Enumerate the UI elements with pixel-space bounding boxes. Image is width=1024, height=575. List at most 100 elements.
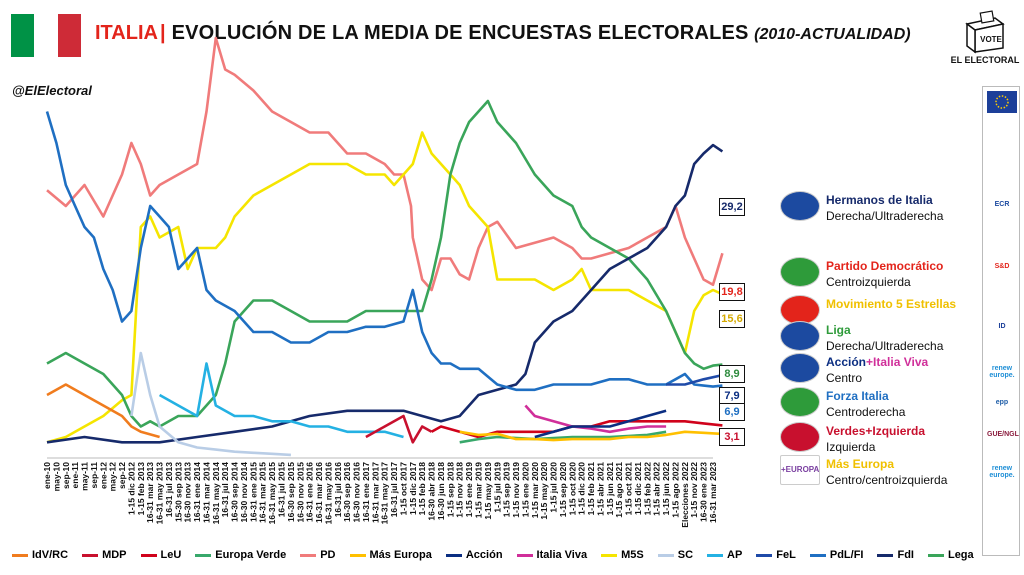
x-tick-label: 1-15 jul 2019 bbox=[492, 462, 502, 513]
x-tick-label: 16-31 jul 2015 bbox=[277, 462, 287, 518]
legend-entry: Italia Viva bbox=[516, 549, 588, 561]
series-line-pd bbox=[46, 36, 724, 292]
x-tick-label: 16-31 jul 2013 bbox=[164, 462, 174, 518]
legend-swatch bbox=[877, 553, 894, 557]
legend-entry: PdL/FI bbox=[809, 549, 864, 561]
legend-entry: Acción bbox=[445, 549, 503, 561]
x-tick-label: may-12 bbox=[108, 462, 118, 492]
x-tick-label: 16-31 mar 2014 bbox=[201, 462, 211, 523]
x-tick-label: 1-15 dic 2012 bbox=[126, 462, 136, 515]
legend-entry: LeU bbox=[140, 549, 181, 561]
x-tick-label: 1-15 feb 2013 bbox=[136, 462, 146, 516]
header: ITALIA | EVOLUCIÓN DE LA MEDIA DE ENCUESTA… bbox=[0, 0, 1024, 78]
flag-red-stripe bbox=[57, 14, 81, 57]
x-axis-ticks: ene-10 may-10 sep-10 ene-11 may-11 sep-11 ene-… bbox=[42, 462, 718, 528]
x-tick-label: ene-11 bbox=[70, 462, 80, 489]
end-value-label: 8,9 bbox=[719, 365, 745, 383]
legend-entry: PD bbox=[300, 549, 336, 561]
eu-group-badge: ID bbox=[998, 323, 1006, 330]
party-name: Movimiento 5 Estrellas bbox=[826, 297, 957, 311]
party-legend-item: Acción+Italia Viva Centro bbox=[826, 355, 928, 385]
party-logo-icon bbox=[780, 191, 820, 221]
party-legend-item: Verdes+Izquierda Izquierda bbox=[826, 424, 925, 454]
eu-group-badge: GUE/NGL bbox=[987, 431, 1019, 438]
end-value-label: 29,2 bbox=[719, 198, 745, 216]
end-value-label: 19,8 bbox=[719, 283, 745, 301]
legend-label: MDP bbox=[102, 549, 127, 561]
title-period: (2010-ACTUALIDAD) bbox=[754, 26, 911, 43]
party-legend-item: Más Europa Centro/centroizquierda bbox=[826, 457, 947, 487]
x-tick-label: 16-31 may 2016 bbox=[323, 462, 333, 525]
party-legend-item: Movimiento 5 Estrellas bbox=[826, 297, 956, 311]
party-name: Verdes+Izquierda bbox=[826, 424, 926, 438]
legend-label: AP bbox=[727, 549, 743, 561]
twitter-handle: @ElElectoral bbox=[12, 83, 92, 98]
x-tick-label: 16-31 mar 2013 bbox=[145, 462, 155, 523]
x-tick-label: 16-31 ene 2017 bbox=[361, 462, 371, 522]
x-tick-label: 16-31 may 2015 bbox=[267, 462, 277, 525]
legend-entry: Lega bbox=[927, 549, 974, 561]
legend-swatch bbox=[601, 553, 618, 557]
legend-swatch bbox=[927, 553, 944, 557]
end-value-label: 15,6 bbox=[719, 310, 745, 328]
x-tick-label: 1-15 feb 2021 bbox=[586, 462, 596, 516]
party-logo-icon: +EUROPA bbox=[780, 455, 820, 485]
party-ideology: Centro/centroizquierda bbox=[826, 473, 948, 487]
x-tick-label: 16-31 jul 2017 bbox=[389, 462, 399, 518]
x-tick-label: 16-31 ene 2015 bbox=[248, 462, 258, 522]
series-line-m-s-europa bbox=[459, 430, 723, 442]
x-tick-label: 1-15 abr 2022 bbox=[652, 462, 662, 516]
party-ideology: Derecha/Ultraderecha bbox=[826, 209, 944, 223]
x-tick-label: 16-31 ene 2016 bbox=[305, 462, 315, 522]
x-tick-label: ene-10 bbox=[42, 462, 52, 489]
legend-entry: MDP bbox=[82, 549, 127, 561]
end-value-label: 6,9 bbox=[719, 403, 745, 421]
flag-white-stripe bbox=[34, 14, 58, 57]
x-tick-label: 1-15 nov 2022 bbox=[689, 462, 699, 518]
eu-group-badge: renew europe. bbox=[989, 365, 1015, 379]
party-name: Forza Italia bbox=[826, 389, 889, 403]
x-tick-label: 16-31 ene 2014 bbox=[192, 462, 202, 522]
x-tick-label: 16-31 may 2013 bbox=[155, 462, 165, 525]
eu-group-badge: renew europe. bbox=[989, 465, 1015, 479]
x-tick-label: 16-31 jul 2014 bbox=[220, 462, 230, 518]
el-electoral-logo: VOTE EL ELECTORAL bbox=[950, 10, 1020, 72]
x-tick-label: 1-15 ago 2021 bbox=[614, 462, 624, 518]
legend-label: PD bbox=[320, 549, 336, 561]
eu-flag-icon bbox=[987, 91, 1017, 115]
x-tick-label: 1-15 sep 2020 bbox=[558, 462, 568, 518]
legend-swatch bbox=[12, 553, 28, 557]
series-line-m5s bbox=[46, 131, 723, 444]
legend-label: PdL/FI bbox=[829, 549, 864, 561]
x-tick-label: 1-15 oct 2017 bbox=[398, 462, 408, 516]
legend-label: Italia Viva bbox=[536, 549, 588, 561]
x-tick-label: ene-12 bbox=[98, 462, 108, 489]
x-tick-label: 16-31 mar 2017 bbox=[370, 462, 380, 523]
x-tick-label: 15-30 sep 2013 bbox=[173, 462, 183, 522]
legend-swatch bbox=[82, 553, 99, 557]
series-line-idv-rc bbox=[46, 383, 160, 439]
legend-entry: FeL bbox=[756, 549, 796, 561]
x-tick-label: 1-15 sep 2019 bbox=[502, 462, 512, 518]
legend-label: IdV/RC bbox=[32, 549, 69, 561]
party-ideology: Izquierda bbox=[826, 440, 876, 454]
legend-label: FdI bbox=[897, 549, 914, 561]
x-tick-label: 1-15 sep 2018 bbox=[445, 462, 455, 518]
series-line-sc bbox=[130, 351, 291, 457]
x-tick-label: 1-15 ago 2022 bbox=[670, 462, 680, 518]
party-legend-item: Liga Derecha/Ultraderecha bbox=[826, 323, 943, 353]
legend-label: FeL bbox=[776, 549, 796, 561]
series-lines bbox=[45, 36, 724, 457]
series-legend: IdV/RC MDP LeU Europa Verde PD Más Europa Acci… bbox=[12, 549, 974, 561]
x-tick-label: 16-30 nov 2014 bbox=[239, 462, 249, 523]
party-name: Acción+Italia Viva bbox=[826, 355, 929, 369]
legend-entry: AP bbox=[707, 549, 742, 561]
x-tick-label: 16-31 mar 2016 bbox=[314, 462, 324, 523]
legend-label: Más Europa bbox=[369, 549, 432, 561]
x-tick-label: 1-15 feb 2022 bbox=[642, 462, 652, 516]
series-line-mdp bbox=[365, 414, 433, 444]
x-tick-label: 1-15 dic 2017 bbox=[408, 462, 418, 515]
legend-entry: SC bbox=[657, 549, 693, 561]
x-tick-label: sep-11 bbox=[89, 462, 99, 489]
